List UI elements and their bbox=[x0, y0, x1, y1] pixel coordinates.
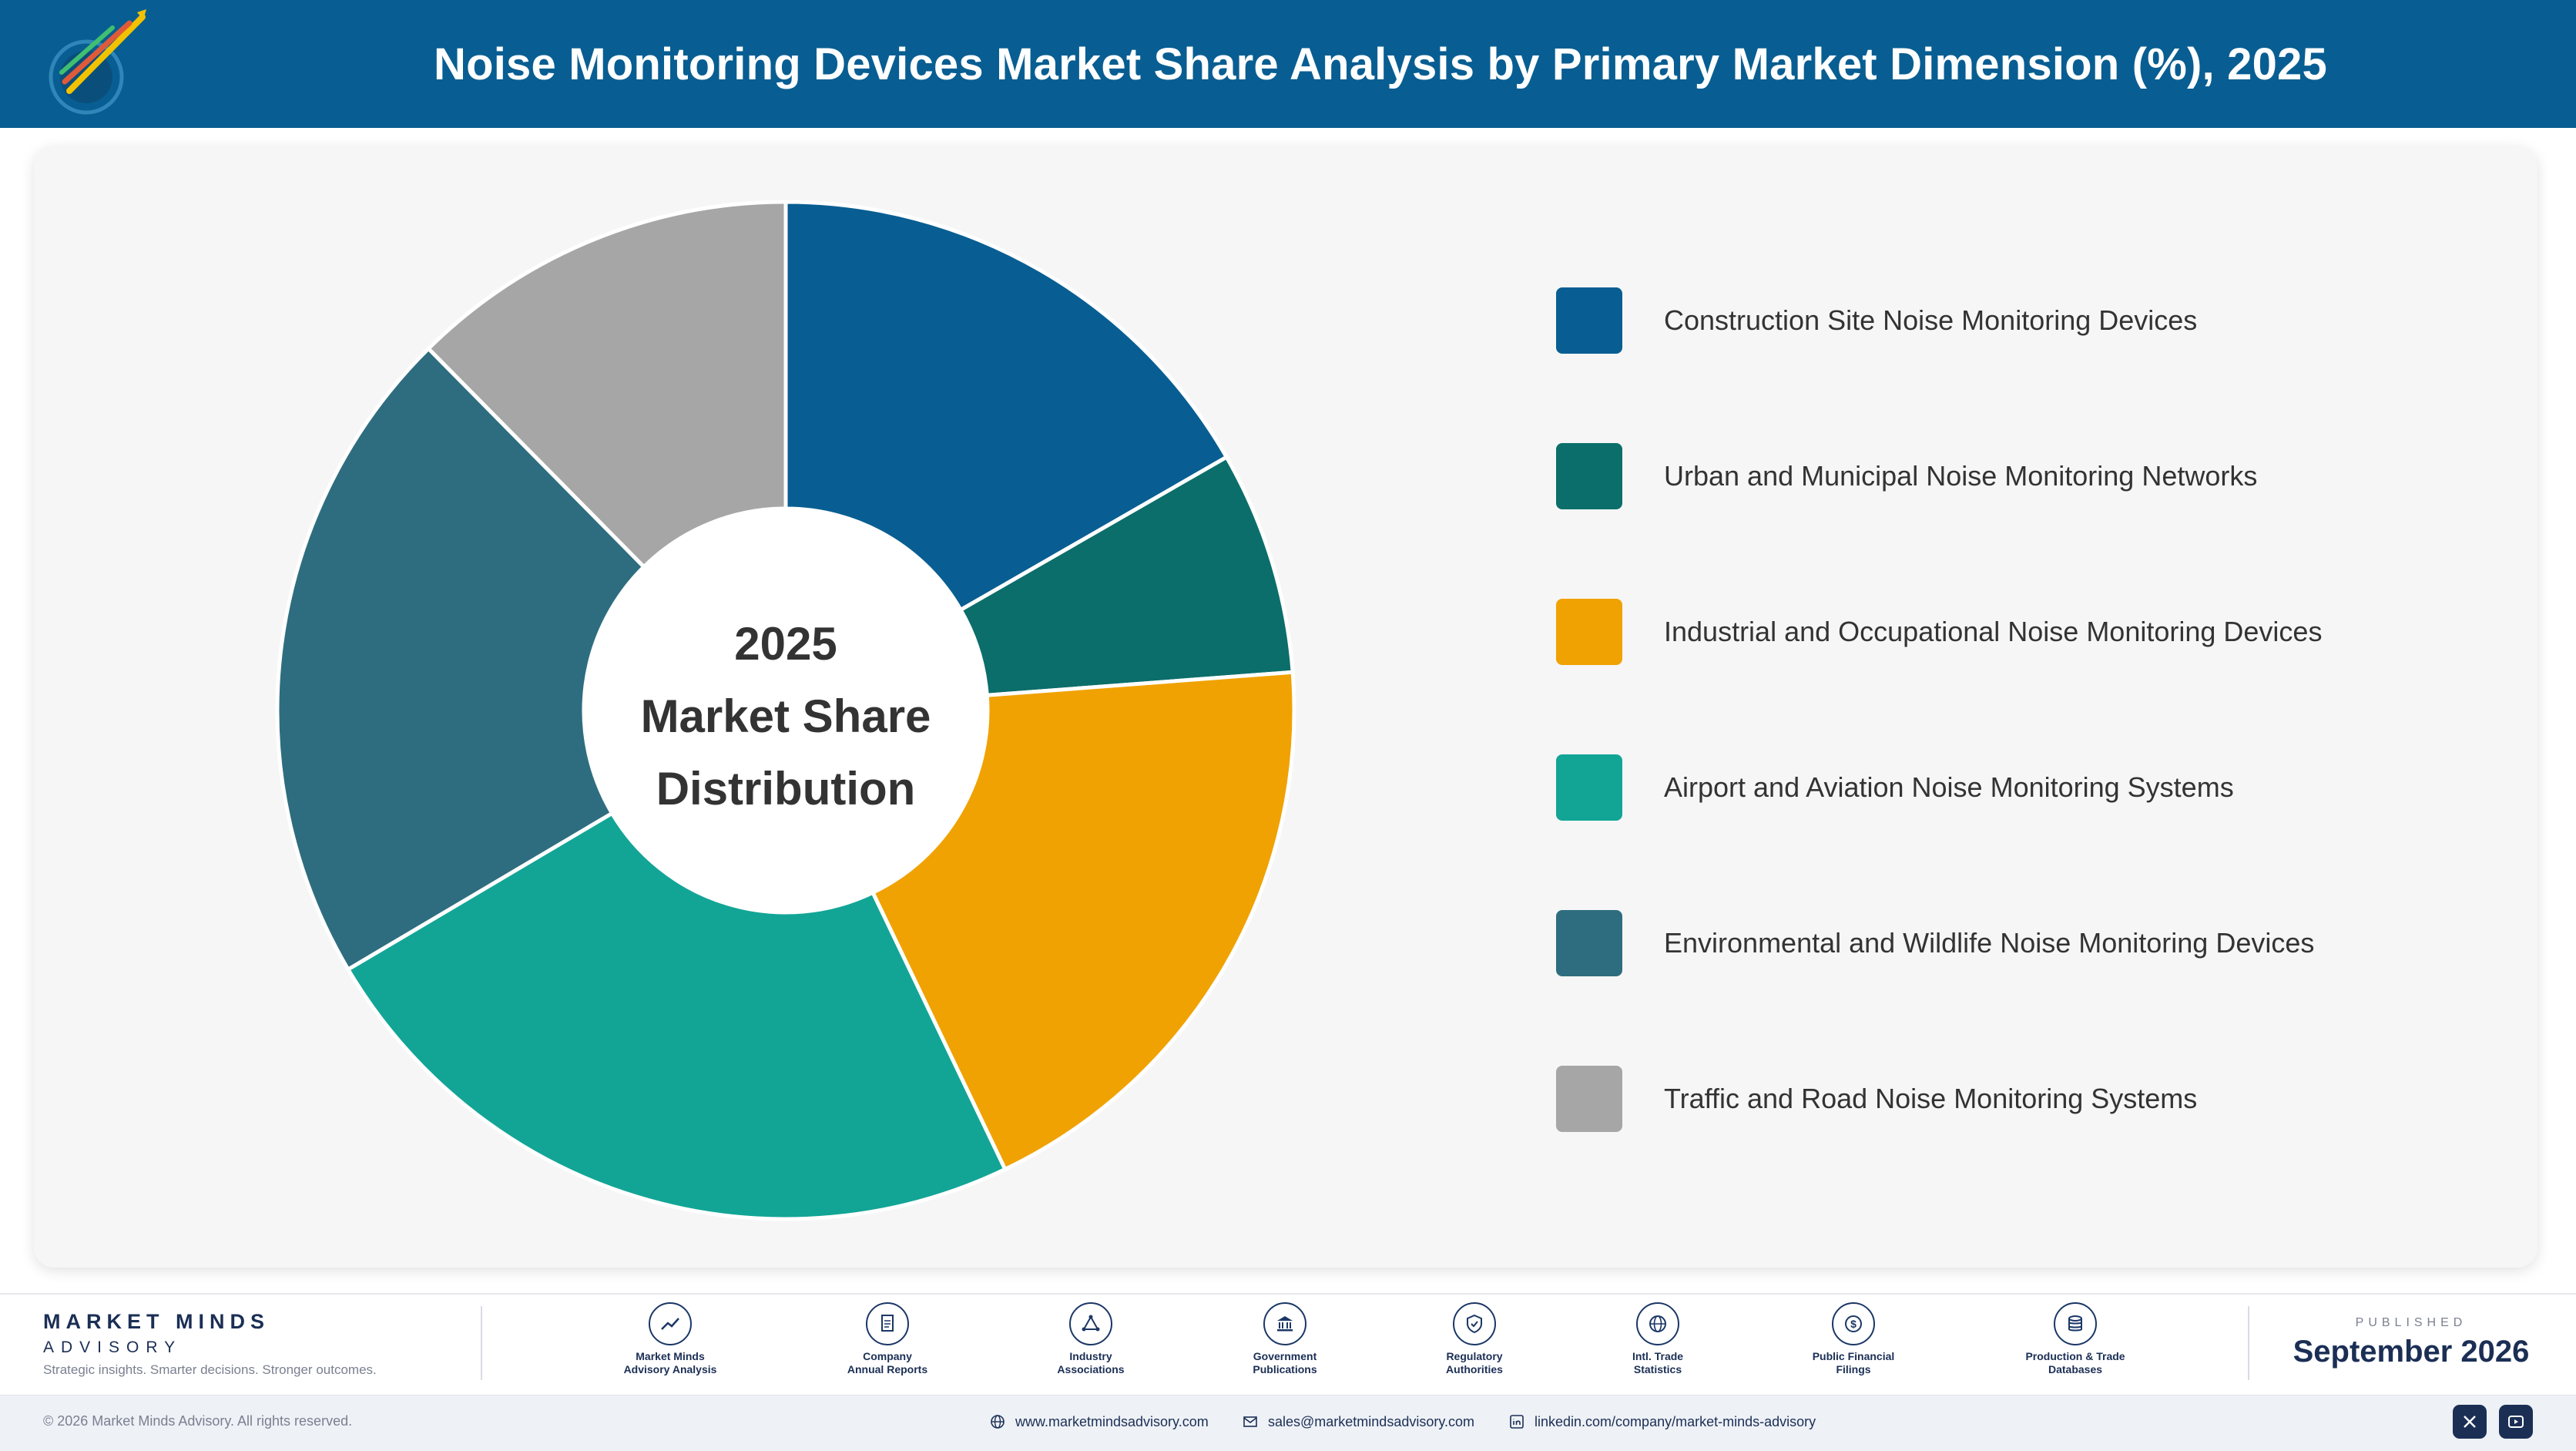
source-label: Industry Associations bbox=[1057, 1350, 1125, 1375]
center-label-year: 2025 bbox=[734, 618, 837, 670]
legend-item-industrial: Industrial and Occupational Noise Monito… bbox=[1556, 597, 2322, 667]
document-icon bbox=[866, 1302, 909, 1345]
brand-subtitle: ADVISORY bbox=[43, 1338, 183, 1356]
email-text[interactable]: sales@marketmindsadvisory.com bbox=[1268, 1413, 1475, 1429]
government-icon bbox=[1263, 1302, 1306, 1345]
trend-icon bbox=[649, 1302, 692, 1345]
source-label: Government Publications bbox=[1253, 1350, 1317, 1375]
source-label: Production & Trade Databases bbox=[2025, 1350, 2125, 1375]
youtube-icon bbox=[2508, 1416, 2524, 1428]
legend-label: Traffic and Road Noise Monitoring System… bbox=[1664, 1083, 2198, 1114]
legend-item-construction: Construction Site Noise Monitoring Devic… bbox=[1556, 286, 2197, 355]
source-market-minds-analysis: Market Minds Advisory Analysis bbox=[593, 1302, 747, 1387]
legend-item-urban: Urban and Municipal Noise Monitoring Net… bbox=[1556, 442, 2257, 511]
legend-item-environmental: Environmental and Wildlife Noise Monitor… bbox=[1556, 909, 2314, 978]
source-label: Market Minds Advisory Analysis bbox=[623, 1350, 717, 1375]
legend-label: Environmental and Wildlife Noise Monitor… bbox=[1664, 927, 2315, 959]
published-label: PUBLISHED bbox=[2355, 1316, 2467, 1329]
legend-label: Construction Site Noise Monitoring Devic… bbox=[1664, 304, 2198, 336]
source-government-publications: Government Publications bbox=[1208, 1302, 1362, 1387]
legend-swatch bbox=[1556, 1066, 1622, 1132]
legend-label: Urban and Municipal Noise Monitoring Net… bbox=[1664, 460, 2258, 492]
logo-icon bbox=[49, 9, 146, 115]
source-label: Company Annual Reports bbox=[847, 1350, 928, 1375]
footer-bottom-bar bbox=[0, 1395, 2576, 1451]
linkedin-text[interactable]: linkedin.com/company/market-minds-adviso… bbox=[1535, 1413, 1816, 1429]
linkedin-icon bbox=[1510, 1415, 1524, 1429]
donut-hole bbox=[584, 509, 988, 912]
mail-icon bbox=[1243, 1416, 1257, 1427]
legend-swatch bbox=[1556, 910, 1622, 976]
source-trade-databases: Production & Trade Databases bbox=[1998, 1302, 2152, 1387]
header-bar: Noise Monitoring Devices Market Share An… bbox=[0, 0, 2576, 128]
x-social-button[interactable] bbox=[2453, 1405, 2487, 1439]
page-title: Noise Monitoring Devices Market Share An… bbox=[434, 39, 2327, 89]
brand-tagline: Strategic insights. Smarter decisions. S… bbox=[43, 1362, 377, 1377]
email-link[interactable]: sales@marketmindsadvisory.com bbox=[1242, 1413, 1474, 1430]
legend-swatch bbox=[1556, 287, 1622, 354]
x-icon bbox=[2464, 1416, 2476, 1428]
legend-swatch bbox=[1556, 754, 1622, 821]
footer-divider bbox=[481, 1306, 482, 1380]
legend-label: Airport and Aviation Noise Monitoring Sy… bbox=[1664, 771, 2234, 803]
copyright-text: © 2026 Market Minds Advisory. All rights… bbox=[43, 1413, 353, 1429]
source-label: Intl. Trade Statistics bbox=[1632, 1350, 1684, 1375]
legend-item-traffic: Traffic and Road Noise Monitoring System… bbox=[1556, 1064, 2197, 1134]
brand-name: MARKET MINDS bbox=[43, 1310, 270, 1333]
source-industry-associations: Industry Associations bbox=[1014, 1302, 1168, 1387]
svg-text:$: $ bbox=[1850, 1318, 1857, 1330]
legend-swatch bbox=[1556, 443, 1622, 509]
legend-swatch bbox=[1556, 599, 1622, 665]
center-label-line-2: Market Share bbox=[640, 690, 931, 742]
network-icon bbox=[1069, 1302, 1112, 1345]
website-link[interactable]: www.marketmindsadvisory.com bbox=[989, 1413, 1209, 1430]
legend-label: Industrial and Occupational Noise Monito… bbox=[1664, 616, 2323, 647]
shield-icon bbox=[1453, 1302, 1496, 1345]
source-company-reports: Company Annual Reports bbox=[810, 1302, 964, 1387]
source-label: Regulatory Authorities bbox=[1446, 1350, 1503, 1375]
source-label: Public Financial Filings bbox=[1812, 1350, 1895, 1375]
source-regulatory-authorities: Regulatory Authorities bbox=[1397, 1302, 1551, 1387]
source-financial-filings: $ Public Financial Filings bbox=[1776, 1302, 1930, 1387]
footer-divider bbox=[2248, 1306, 2249, 1380]
currency-icon: $ bbox=[1832, 1302, 1875, 1345]
website-text[interactable]: www.marketmindsadvisory.com bbox=[1015, 1413, 1209, 1429]
legend-item-airport: Airport and Aviation Noise Monitoring Sy… bbox=[1556, 753, 2234, 822]
globe-icon bbox=[991, 1415, 1005, 1429]
center-label-line-3: Distribution bbox=[656, 763, 916, 815]
linkedin-link[interactable]: linkedin.com/company/market-minds-adviso… bbox=[1508, 1413, 1816, 1430]
globe-icon bbox=[1636, 1302, 1679, 1345]
published-date: September 2026 bbox=[2293, 1335, 2530, 1369]
database-icon bbox=[2054, 1302, 2097, 1345]
youtube-social-button[interactable] bbox=[2499, 1405, 2533, 1439]
source-trade-statistics: Intl. Trade Statistics bbox=[1581, 1302, 1735, 1387]
donut-center-label: 2025 Market Share Distribution bbox=[585, 601, 986, 832]
